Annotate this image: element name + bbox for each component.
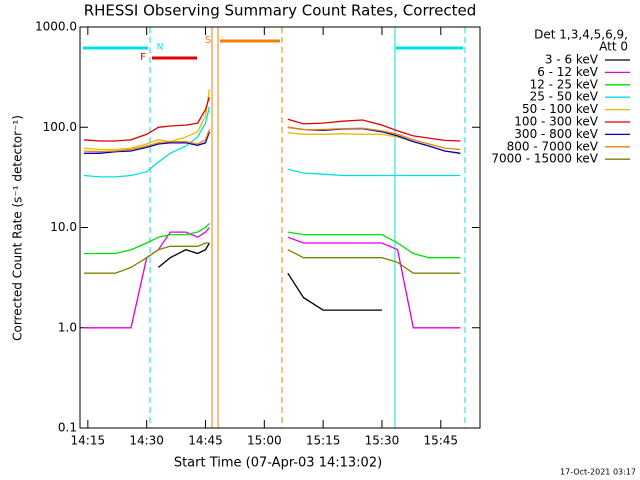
x-tick-label: 14:30 [129,434,164,448]
y-tick-label: 100.0 [43,120,77,134]
series-line [83,126,461,153]
legend-label: 3 - 6 keV [545,53,599,67]
series-line [83,89,461,154]
legend-label: 12 - 25 keV [530,77,599,91]
legend-label: 50 - 100 keV [522,102,599,116]
x-tick-label: 15:45 [423,434,458,448]
legend-label: 6 - 12 keV [537,65,599,79]
legend-label: 25 - 50 keV [530,90,599,104]
x-tick-label: 15:30 [365,434,400,448]
x-tick-label: 14:15 [71,434,106,448]
series-line [83,227,461,329]
y-tick-label: 0.1 [58,421,77,435]
x-tick-label: 15:00 [247,434,282,448]
y-tick-label: 10.0 [50,220,77,234]
legend-label: 300 - 800 keV [514,127,598,141]
series-line [83,106,461,178]
legend-label: 7000 - 15000 keV [491,152,598,166]
legend-label: 100 - 300 keV [514,115,598,129]
plot-frame [79,26,481,429]
legend-title: Att 0 [599,40,628,54]
legend-label: 800 - 7000 keV [507,139,599,153]
y-tick-label: 1.0 [58,320,77,334]
series-line [83,96,461,142]
series-line [83,222,461,259]
y-tick-label: 1000.0 [35,20,77,34]
annotation: N [157,43,164,53]
series-line [83,126,461,154]
series-line [83,242,461,274]
x-axis-label: Start Time (07-Apr-03 14:13:02) [174,456,382,471]
legend-title: Det 1,3,4,5,6,9, [534,28,628,42]
series-line [157,242,382,311]
x-tick-label: 14:45 [188,434,223,448]
y-axis-label: Corrected Count Rate (s⁻¹ detector⁻¹) [11,115,25,341]
annotation: F [140,52,146,63]
footer: 17-Oct-2021 03:17 [560,468,636,477]
chart-title: RHESSI Observing Summary Count Rates, Co… [84,2,477,20]
x-tick-label: 15:15 [306,434,341,448]
annotation: S [205,35,211,46]
